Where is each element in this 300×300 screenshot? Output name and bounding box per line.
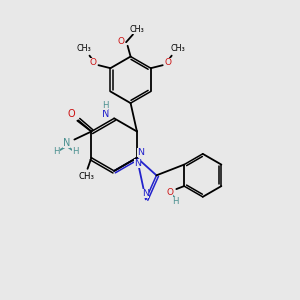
Text: CH₃: CH₃ bbox=[79, 172, 95, 181]
Text: CH₃: CH₃ bbox=[76, 44, 91, 53]
Text: O: O bbox=[117, 37, 124, 46]
Text: H: H bbox=[53, 147, 60, 156]
Text: CH₃: CH₃ bbox=[130, 25, 145, 34]
Text: N: N bbox=[63, 138, 70, 148]
Text: CH₃: CH₃ bbox=[170, 44, 185, 53]
Text: O: O bbox=[166, 188, 173, 197]
Text: N: N bbox=[137, 148, 144, 157]
Text: H: H bbox=[172, 197, 178, 206]
Text: H: H bbox=[102, 101, 109, 110]
Text: O: O bbox=[68, 109, 75, 118]
Text: O: O bbox=[165, 58, 172, 67]
Text: O: O bbox=[89, 58, 96, 67]
Text: N: N bbox=[101, 109, 109, 119]
Text: H: H bbox=[72, 147, 78, 156]
Text: N: N bbox=[142, 189, 149, 198]
Text: N: N bbox=[134, 159, 141, 168]
